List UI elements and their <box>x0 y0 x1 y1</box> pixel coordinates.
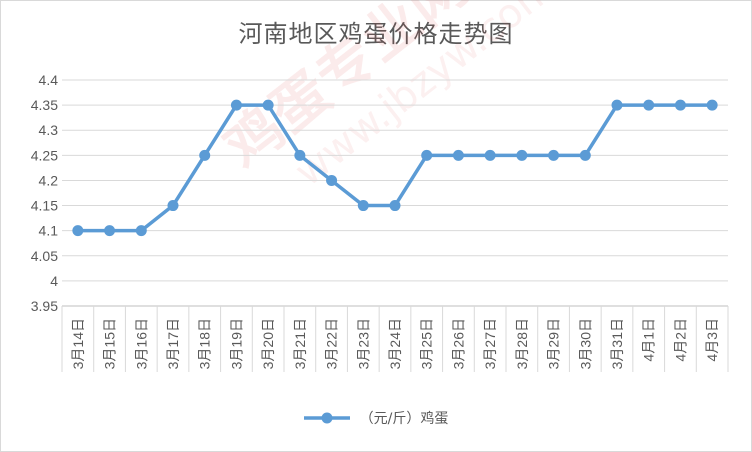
legend-line-icon <box>303 412 350 424</box>
x-tick-label: 3月15日 <box>102 318 118 369</box>
y-axis-ticks: 3.95 4 4.05 4.1 4.15 4.2 4.25 4.3 4.35 4.4 <box>31 72 58 314</box>
x-tick-label: 3月14日 <box>70 318 86 369</box>
x-tick-label: 4月2日 <box>672 318 688 362</box>
y-tick-label: 4.1 <box>39 223 59 239</box>
x-tick-label: 3月31日 <box>609 318 625 369</box>
series-line <box>77 103 713 233</box>
x-tick-label: 4月3日 <box>704 318 720 362</box>
x-tick-label: 3月17日 <box>165 318 181 369</box>
data-point <box>674 99 686 111</box>
data-point <box>167 200 179 212</box>
data-point <box>484 149 496 161</box>
y-tick-label: 4.4 <box>39 72 59 88</box>
data-point <box>706 99 718 111</box>
data-point <box>104 225 116 237</box>
x-tick-label: 3月25日 <box>419 318 435 369</box>
x-tick-label: 3月28日 <box>514 318 530 369</box>
series-layer <box>72 99 718 237</box>
x-tick-label: 3月30日 <box>577 318 593 369</box>
y-tick-label: 4.2 <box>39 172 59 188</box>
x-tick-label: 3月29日 <box>546 318 562 369</box>
x-tick-label: 3月27日 <box>482 318 498 369</box>
x-tick-label: 3月26日 <box>450 318 466 369</box>
legend: （元/斤）鸡蛋 <box>0 408 752 428</box>
x-tick-label: 4月1日 <box>641 318 657 362</box>
data-point <box>199 149 211 161</box>
data-point <box>389 200 401 212</box>
y-tick-label: 4 <box>50 273 58 289</box>
x-tick-label: 3月16日 <box>133 318 149 369</box>
legend-label: （元/斤）鸡蛋 <box>359 411 449 427</box>
x-tick-label: 3月20日 <box>260 318 276 369</box>
data-point <box>72 225 84 237</box>
x-tick-label: 3月18日 <box>197 318 213 369</box>
y-tick-label: 4.35 <box>31 97 58 113</box>
x-tick-label: 3月22日 <box>324 318 340 369</box>
data-point <box>548 149 560 161</box>
data-point <box>643 99 655 111</box>
data-point <box>421 149 433 161</box>
x-tick-label: 3月19日 <box>228 318 244 369</box>
data-point <box>294 149 306 161</box>
x-tick-label: 3月21日 <box>292 318 308 369</box>
chart-title: 河南地区鸡蛋价格走势图 <box>238 20 514 48</box>
data-point <box>357 200 369 212</box>
y-tick-label: 4.15 <box>31 198 58 214</box>
x-axis-ticks: 3月14日 3月15日 3月16日 3月17日 3月18日 3月19日 3月20日 3月21日… <box>61 305 729 372</box>
data-point <box>135 225 147 237</box>
y-tick-label: 4.3 <box>39 122 59 138</box>
x-tick-label: 3月24日 <box>387 318 403 369</box>
y-tick-label: 4.05 <box>31 248 58 264</box>
data-point <box>230 99 242 111</box>
data-point <box>262 99 274 111</box>
data-point <box>452 149 464 161</box>
x-tick-label: 3月23日 <box>355 318 371 369</box>
data-point <box>326 174 338 186</box>
gridlines <box>62 79 728 307</box>
data-point <box>611 99 623 111</box>
y-tick-label: 4.25 <box>31 147 58 163</box>
data-point <box>516 149 528 161</box>
data-point <box>579 149 591 161</box>
y-tick-label: 3.95 <box>31 298 58 314</box>
